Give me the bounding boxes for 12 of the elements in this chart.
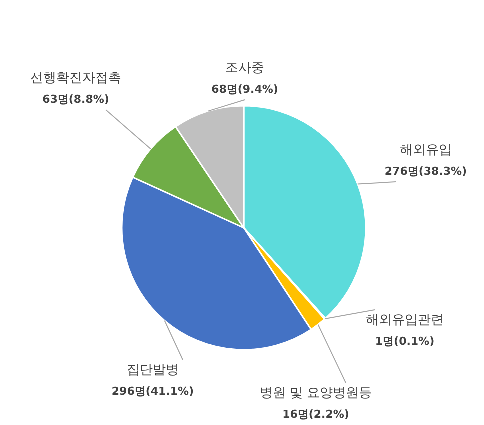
- data-label: 296명(41.1%): [112, 385, 194, 398]
- data-label: 16명(2.2%): [282, 408, 350, 421]
- data-label: 63명(8.8%): [42, 93, 110, 106]
- data-label: 68명(9.4%): [212, 83, 278, 96]
- slice-label: 해외유입: [400, 143, 452, 158]
- slice-label: 집단발병: [127, 363, 179, 378]
- slice-label: 해외유입관련: [366, 313, 444, 328]
- slice-label: 조사중: [226, 61, 264, 76]
- slice-label: 병원 및 요양병원등: [260, 386, 372, 401]
- data-label: 276명(38.3%): [384, 165, 468, 178]
- data-label: 1명(0.1%): [375, 335, 435, 348]
- slice-label: 선행확진자접촉: [30, 71, 122, 86]
